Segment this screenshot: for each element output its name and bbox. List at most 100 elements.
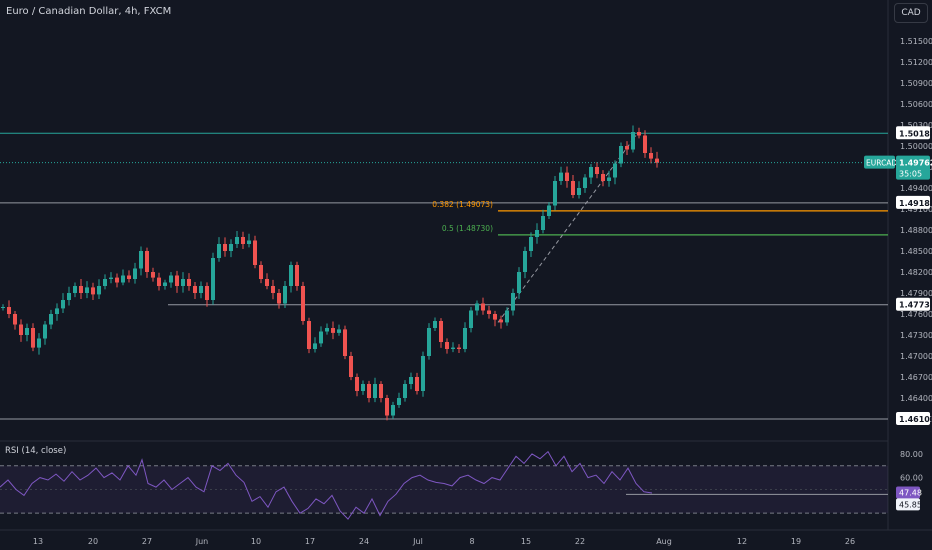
candle-body bbox=[529, 237, 533, 251]
candle-body bbox=[367, 384, 371, 398]
symbol-label: EURCAD bbox=[866, 159, 897, 168]
candle-body bbox=[325, 328, 329, 332]
candle-body bbox=[151, 272, 155, 278]
candle-body bbox=[445, 342, 449, 349]
candle-body bbox=[115, 277, 119, 283]
fib-level-label: 0.382 (1.49073) bbox=[432, 200, 493, 209]
y-tick-label: 1.47600 bbox=[900, 310, 932, 319]
candle-body bbox=[397, 398, 401, 405]
y-tick-label: 1.48500 bbox=[900, 247, 932, 256]
candle-body bbox=[265, 279, 269, 286]
candle-body bbox=[217, 244, 221, 258]
candle-body bbox=[73, 286, 77, 293]
candle-body bbox=[457, 347, 461, 349]
currency-button[interactable]: CAD bbox=[894, 3, 928, 23]
candle-body bbox=[277, 293, 281, 304]
candle-body bbox=[283, 286, 287, 304]
candle-body bbox=[577, 188, 581, 195]
y-tick-label: 1.46700 bbox=[900, 373, 932, 382]
candle-body bbox=[451, 347, 455, 349]
y-tick-label: 1.48200 bbox=[900, 268, 932, 277]
candle-body bbox=[235, 237, 239, 244]
level-price-tag bbox=[896, 195, 930, 209]
candle-body bbox=[361, 384, 365, 391]
candle-body bbox=[475, 303, 479, 311]
level-price-tag bbox=[896, 297, 930, 311]
candle-body bbox=[535, 230, 539, 237]
y-tick-label: 1.50600 bbox=[900, 100, 932, 109]
candle-body bbox=[67, 293, 71, 300]
candle-body bbox=[169, 275, 173, 283]
y-tick-label: 1.46400 bbox=[900, 394, 932, 403]
candle-body bbox=[79, 286, 83, 293]
candle-body bbox=[385, 398, 389, 416]
candle-body bbox=[523, 251, 527, 272]
y-tick-label: 1.50000 bbox=[900, 142, 932, 151]
candle-body bbox=[469, 310, 473, 328]
candle-body bbox=[145, 251, 149, 272]
chart-title: Euro / Canadian Dollar, 4h, FXCM bbox=[6, 6, 172, 17]
candle-body bbox=[241, 237, 245, 244]
candle-body bbox=[643, 135, 647, 153]
candle-body bbox=[121, 275, 125, 283]
x-tick-label: Aug bbox=[656, 537, 672, 546]
x-tick-label: 22 bbox=[575, 537, 585, 546]
candle-body bbox=[433, 321, 437, 328]
candle-body bbox=[499, 319, 503, 323]
candle-body bbox=[25, 328, 29, 335]
candle-body bbox=[181, 279, 185, 286]
rsi-level-label: 60.00 bbox=[900, 474, 923, 483]
candle-body bbox=[565, 172, 569, 181]
fib-level-label: 0.5 (1.48730) bbox=[442, 224, 493, 233]
last-price-tag bbox=[896, 155, 930, 180]
candle-body bbox=[481, 303, 485, 311]
candle-body bbox=[547, 205, 551, 216]
candle-body bbox=[379, 384, 383, 398]
candle-body bbox=[1, 307, 5, 308]
rsi-line bbox=[0, 450, 653, 520]
candle-body bbox=[493, 314, 497, 320]
candle-body bbox=[487, 310, 491, 314]
candle-body bbox=[271, 286, 275, 293]
candle-body bbox=[559, 172, 563, 181]
candle-body bbox=[211, 258, 215, 300]
y-tick-label: 1.49100 bbox=[900, 205, 932, 214]
y-tick-label: 1.47300 bbox=[900, 331, 932, 340]
candle-body bbox=[157, 277, 161, 286]
candle-body bbox=[607, 177, 611, 181]
candle-body bbox=[295, 265, 299, 286]
candle-body bbox=[313, 343, 317, 349]
candle-body bbox=[109, 277, 113, 279]
y-tick-label: 1.51200 bbox=[900, 58, 932, 67]
level-price-tag bbox=[896, 126, 930, 140]
x-tick-label: Jul bbox=[412, 537, 423, 546]
x-tick-label: 8 bbox=[469, 537, 474, 546]
candle-body bbox=[619, 146, 623, 164]
candle-body bbox=[139, 251, 143, 269]
candle-body bbox=[97, 286, 101, 295]
candle-body bbox=[85, 287, 89, 293]
candle-body bbox=[127, 275, 131, 279]
rsi-value-tag bbox=[896, 486, 920, 499]
candle-body bbox=[223, 244, 227, 251]
candle-body bbox=[505, 310, 509, 323]
rsi-ma-value: 45.85 bbox=[899, 500, 922, 509]
y-tick-label: 1.47000 bbox=[900, 352, 932, 361]
candle-body bbox=[163, 282, 167, 286]
candle-body bbox=[571, 181, 575, 195]
y-tick-label: 1.50300 bbox=[900, 121, 932, 130]
last-price-value: 1.49762 bbox=[899, 159, 932, 168]
rsi-ma-tag bbox=[896, 498, 920, 511]
x-tick-label: Jun bbox=[195, 537, 209, 546]
x-tick-label: 15 bbox=[521, 537, 531, 546]
y-tick-label: 1.50900 bbox=[900, 79, 932, 88]
candle-body bbox=[205, 286, 209, 300]
candle-body bbox=[175, 275, 179, 286]
candle-body bbox=[517, 272, 521, 293]
candle-body bbox=[49, 314, 53, 325]
candle-body bbox=[103, 279, 107, 286]
candle-body bbox=[289, 265, 293, 286]
